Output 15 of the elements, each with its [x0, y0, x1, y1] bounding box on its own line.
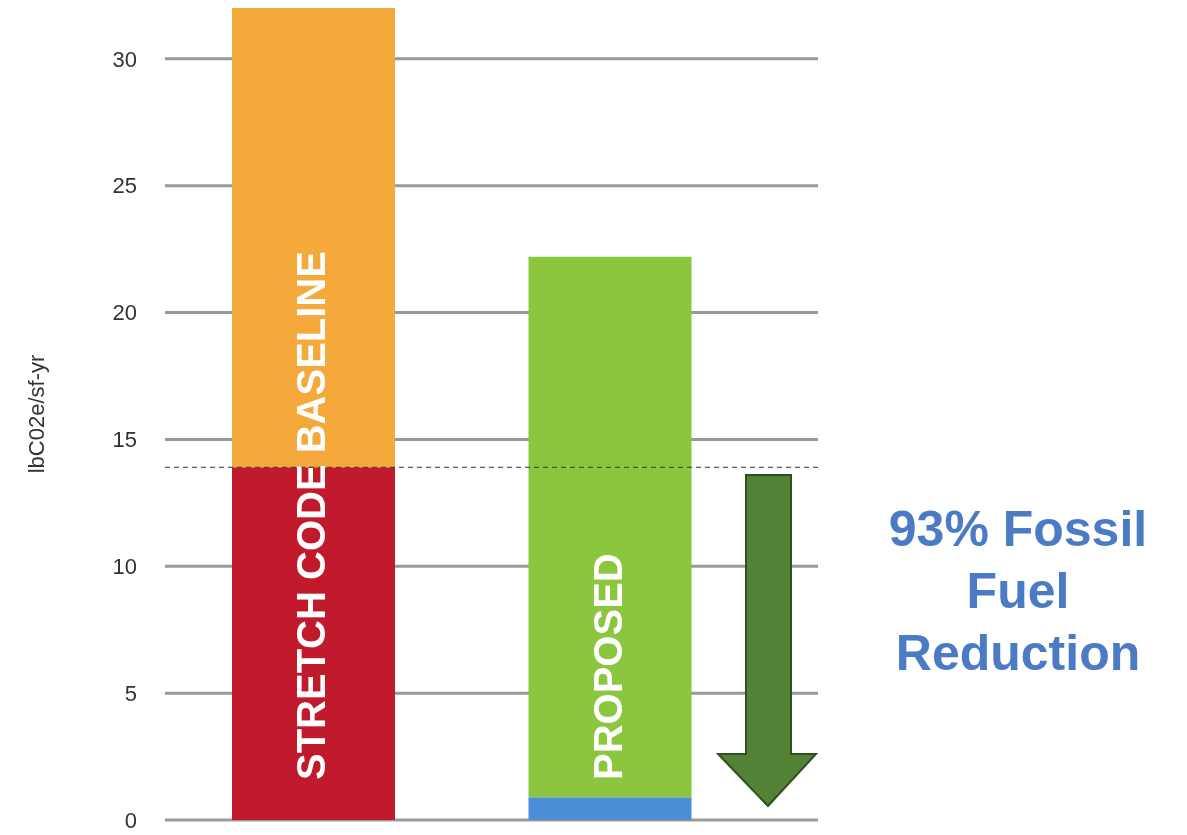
y-tick-label: 5 — [124, 680, 137, 706]
x-tick-label: PROPOSED — [585, 553, 630, 780]
y-tick-label: 25 — [112, 173, 137, 199]
y-tick-label: 10 — [112, 554, 137, 580]
text: 93% Fossil Fuel Reduction — [887, 500, 1149, 683]
y-tick-label: 20 — [112, 300, 137, 326]
y-tick-label: 0 — [124, 807, 137, 833]
y-tick-label: 15 — [112, 427, 137, 453]
bar — [232, 467, 395, 820]
bar — [232, 8, 395, 468]
bar — [528, 797, 692, 820]
x-tick-label: STRETCH CODE BASELINE — [289, 251, 334, 780]
y-axis-title: lbC02e/sf-yr — [23, 354, 49, 474]
y-tick-label: 30 — [112, 46, 137, 72]
bar — [528, 256, 692, 798]
